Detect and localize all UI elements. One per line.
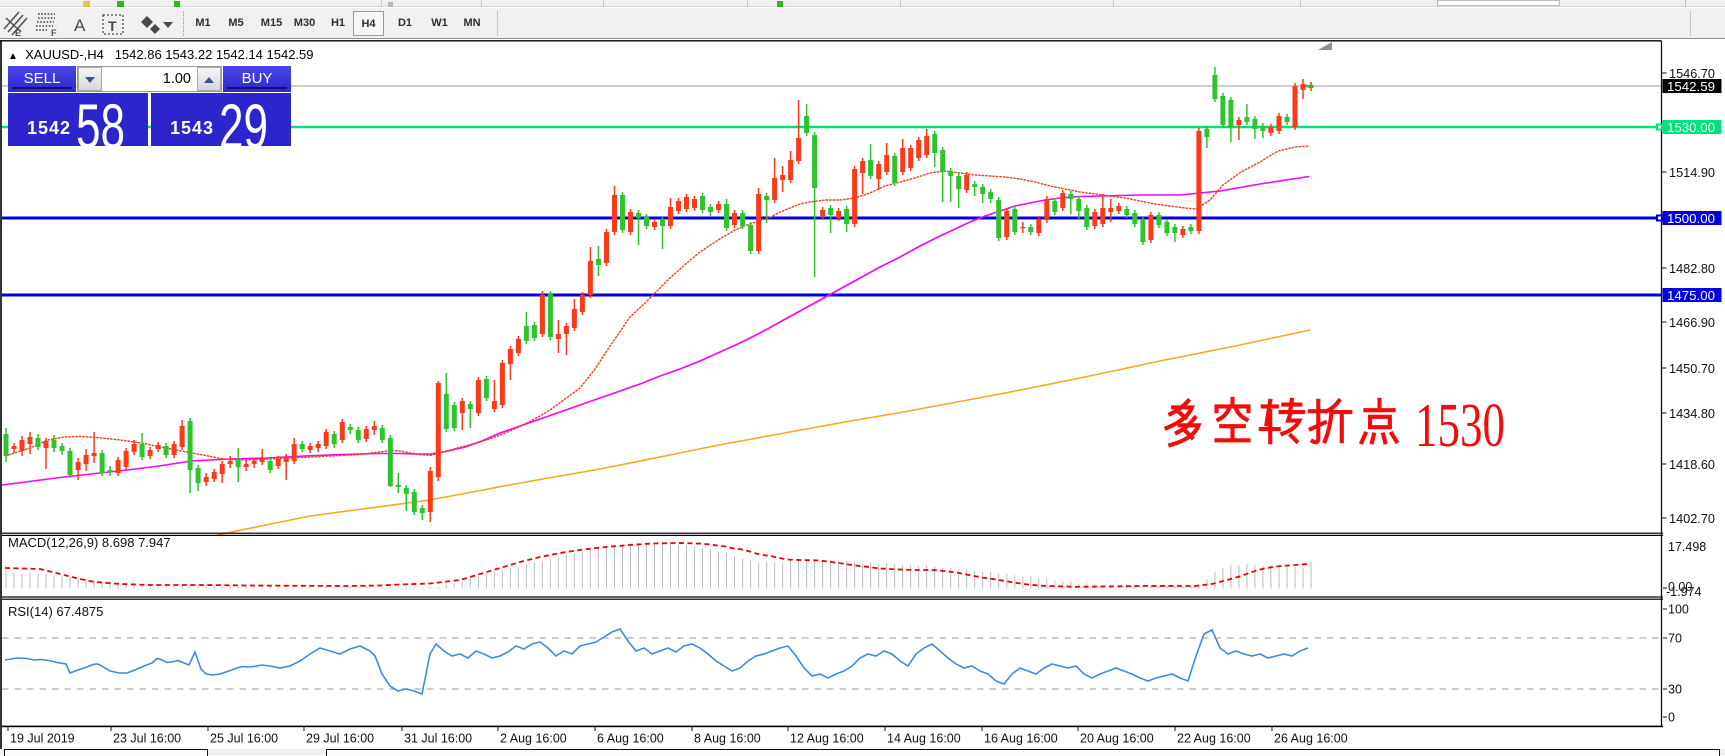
svg-text:25 Jul 16:00: 25 Jul 16:00 bbox=[210, 732, 278, 746]
svg-text:MACD(12,26,9) 8.698 7.947: MACD(12,26,9) 8.698 7.947 bbox=[8, 535, 171, 550]
svg-text:19 Jul 2019: 19 Jul 2019 bbox=[10, 732, 75, 746]
svg-text:-1.974: -1.974 bbox=[1666, 585, 1701, 599]
svg-text:1542.59: 1542.59 bbox=[1667, 79, 1715, 94]
svg-text:2 Aug 16:00: 2 Aug 16:00 bbox=[500, 732, 567, 746]
svg-text:23 Jul 16:00: 23 Jul 16:00 bbox=[113, 732, 181, 746]
svg-text:T: T bbox=[108, 18, 117, 34]
svg-text:20 Aug 16:00: 20 Aug 16:00 bbox=[1080, 732, 1154, 746]
svg-text:A: A bbox=[74, 16, 86, 35]
svg-text:1475.00: 1475.00 bbox=[1667, 288, 1715, 303]
svg-text:8 Aug 16:00: 8 Aug 16:00 bbox=[694, 732, 761, 746]
svg-text:26 Aug 16:00: 26 Aug 16:00 bbox=[1274, 732, 1348, 746]
svg-text:6 Aug 16:00: 6 Aug 16:00 bbox=[597, 732, 664, 746]
svg-text:31 Jul 16:00: 31 Jul 16:00 bbox=[404, 732, 472, 746]
svg-text:1514.90: 1514.90 bbox=[1669, 165, 1715, 180]
svg-text:1546.70: 1546.70 bbox=[1669, 66, 1715, 81]
svg-text:1450.70: 1450.70 bbox=[1669, 361, 1715, 376]
svg-text:0: 0 bbox=[1668, 711, 1675, 725]
svg-text:1402.70: 1402.70 bbox=[1669, 511, 1715, 526]
svg-text:70: 70 bbox=[1668, 632, 1682, 646]
svg-text:1500.00: 1500.00 bbox=[1667, 211, 1715, 226]
svg-text:14 Aug 16:00: 14 Aug 16:00 bbox=[887, 732, 961, 746]
svg-text:RSI(14) 67.4875: RSI(14) 67.4875 bbox=[8, 604, 103, 619]
svg-text:100: 100 bbox=[1668, 603, 1689, 617]
svg-text:E: E bbox=[15, 28, 21, 38]
svg-text:29 Jul 16:00: 29 Jul 16:00 bbox=[306, 732, 374, 746]
svg-text:1418.60: 1418.60 bbox=[1669, 457, 1715, 472]
svg-text:1434.80: 1434.80 bbox=[1669, 406, 1715, 421]
svg-text:17.498: 17.498 bbox=[1668, 540, 1706, 554]
svg-text:1530.00: 1530.00 bbox=[1667, 120, 1715, 135]
svg-text:12 Aug 16:00: 12 Aug 16:00 bbox=[790, 732, 864, 746]
svg-text:1482.80: 1482.80 bbox=[1669, 261, 1715, 276]
svg-text:0.00: 0.00 bbox=[1668, 580, 1692, 594]
svg-text:30: 30 bbox=[1668, 683, 1682, 697]
svg-text:1530: 1530 bbox=[1415, 392, 1505, 460]
svg-text:1466.90: 1466.90 bbox=[1669, 315, 1715, 330]
svg-text:F: F bbox=[51, 28, 57, 38]
svg-text:16 Aug 16:00: 16 Aug 16:00 bbox=[984, 732, 1058, 746]
svg-text:22 Aug 16:00: 22 Aug 16:00 bbox=[1177, 732, 1251, 746]
